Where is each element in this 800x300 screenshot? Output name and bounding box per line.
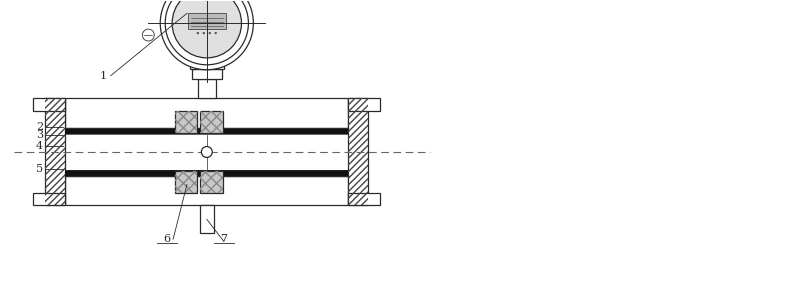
Bar [349,98,380,111]
Bar [200,171,223,193]
Circle shape [197,32,199,34]
Bar [349,193,380,206]
Bar [199,51,214,61]
Bar [174,111,197,133]
Bar [65,176,349,206]
Circle shape [202,146,212,158]
Circle shape [209,32,211,34]
Bar [46,98,65,206]
Bar [349,98,368,206]
Bar [349,98,368,206]
Bar [65,128,349,176]
Text: 1: 1 [100,71,106,81]
Bar [174,171,197,193]
Bar [65,128,349,134]
Bar [46,98,65,206]
Text: 6: 6 [164,234,170,244]
Bar [190,61,224,69]
Circle shape [160,0,254,70]
Bar [200,206,214,233]
Bar [174,111,197,133]
Text: 7: 7 [220,234,227,244]
Text: 2: 2 [36,122,43,132]
Bar [65,170,349,176]
Bar [200,111,223,133]
Text: 4: 4 [36,141,43,151]
Circle shape [165,0,249,65]
Bar [34,98,65,111]
Bar [34,193,65,206]
Circle shape [202,32,205,34]
Circle shape [172,0,242,58]
Bar [188,13,226,29]
Bar [200,111,223,133]
Bar [198,79,216,98]
Circle shape [142,29,154,41]
Text: 5: 5 [36,164,43,174]
Bar [200,171,223,193]
Bar [174,171,197,193]
Circle shape [214,32,217,34]
Bar [65,98,349,128]
Text: 3: 3 [36,130,43,140]
Bar [192,69,222,79]
